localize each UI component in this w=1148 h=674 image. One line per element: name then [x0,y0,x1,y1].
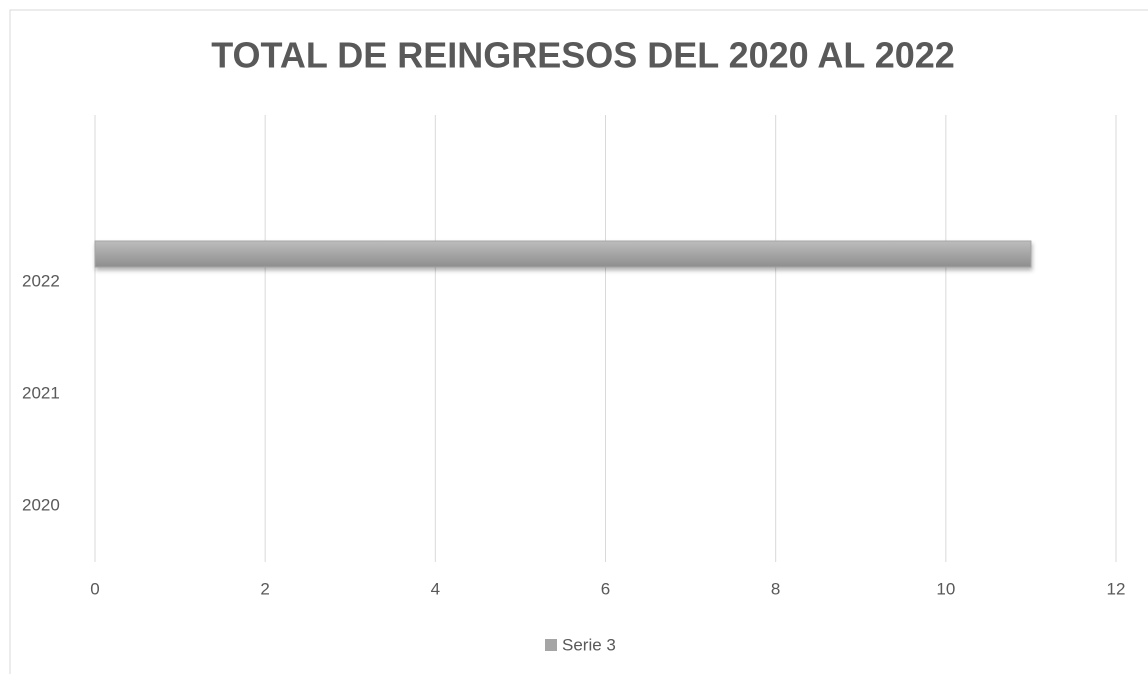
chart-title: TOTAL DE REINGRESOS DEL 2020 AL 2022 [211,35,955,76]
x-tick-label: 6 [601,579,610,598]
y-tick-label: 2022 [22,271,60,290]
legend-label: Serie 3 [562,635,616,654]
chart-border [9,9,1148,674]
y-tick-label: 2021 [22,383,60,402]
x-tick-label: 2 [260,579,269,598]
y-tick-label: 2020 [22,495,60,514]
x-tick-label: 10 [936,579,955,598]
legend-swatch [545,639,557,651]
x-tick-label: 0 [90,579,99,598]
x-tick-label: 4 [431,579,440,598]
x-tick-label: 12 [1107,579,1126,598]
bar [94,240,1032,268]
x-tick-label: 8 [771,579,780,598]
